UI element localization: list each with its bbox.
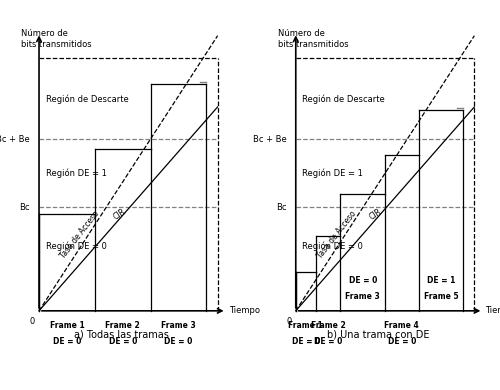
Text: Tasa de Acceso: Tasa de Acceso <box>59 209 102 261</box>
Text: Tiempo: Tiempo <box>486 306 500 316</box>
Text: Frame 4: Frame 4 <box>384 321 419 330</box>
Text: Bc: Bc <box>276 203 287 212</box>
Text: DE = 0: DE = 0 <box>292 337 320 346</box>
Text: Tasa de Acceso: Tasa de Acceso <box>316 209 358 261</box>
Text: 0: 0 <box>286 317 292 326</box>
Text: DE = 0: DE = 0 <box>388 337 416 346</box>
Text: Número de
bits transmitidos: Número de bits transmitidos <box>278 29 348 49</box>
Text: DE = 0: DE = 0 <box>52 337 81 346</box>
Text: Región DE = 0: Región DE = 0 <box>302 241 364 251</box>
Text: CIR: CIR <box>368 207 384 222</box>
Text: Región DE = 0: Región DE = 0 <box>46 241 106 251</box>
Text: Número de
bits transmitidos: Número de bits transmitidos <box>21 29 92 49</box>
Text: Frame 1: Frame 1 <box>50 321 84 330</box>
Text: Frame 3: Frame 3 <box>346 292 380 301</box>
Text: Bc: Bc <box>20 203 30 212</box>
Text: Bc + Be: Bc + Be <box>253 135 287 144</box>
Text: 0: 0 <box>30 317 35 326</box>
Text: Frame 2: Frame 2 <box>311 321 346 330</box>
Text: Región DE = 1: Región DE = 1 <box>302 168 364 178</box>
Text: Frame 3: Frame 3 <box>161 321 196 330</box>
Text: DE = 1: DE = 1 <box>426 276 455 285</box>
Text: Frame 1: Frame 1 <box>288 321 323 330</box>
Text: Región de Descarte: Región de Descarte <box>46 94 128 104</box>
Text: CIR: CIR <box>112 207 127 222</box>
Text: Región de Descarte: Región de Descarte <box>302 94 385 104</box>
Text: Bc + Be: Bc + Be <box>0 135 30 144</box>
Text: Frame 5: Frame 5 <box>424 292 458 301</box>
Text: DE = 0: DE = 0 <box>164 337 192 346</box>
Text: DE = 0: DE = 0 <box>314 337 342 346</box>
Text: Región DE = 1: Región DE = 1 <box>46 168 106 178</box>
Text: DE = 0: DE = 0 <box>108 337 137 346</box>
Text: b) Una trama con DE: b) Una trama con DE <box>327 330 430 340</box>
Text: a) Todas las tramas: a) Todas las tramas <box>74 330 169 340</box>
Text: Tiempo: Tiempo <box>229 306 260 316</box>
Text: Frame 2: Frame 2 <box>106 321 140 330</box>
Text: DE = 0: DE = 0 <box>348 276 377 285</box>
